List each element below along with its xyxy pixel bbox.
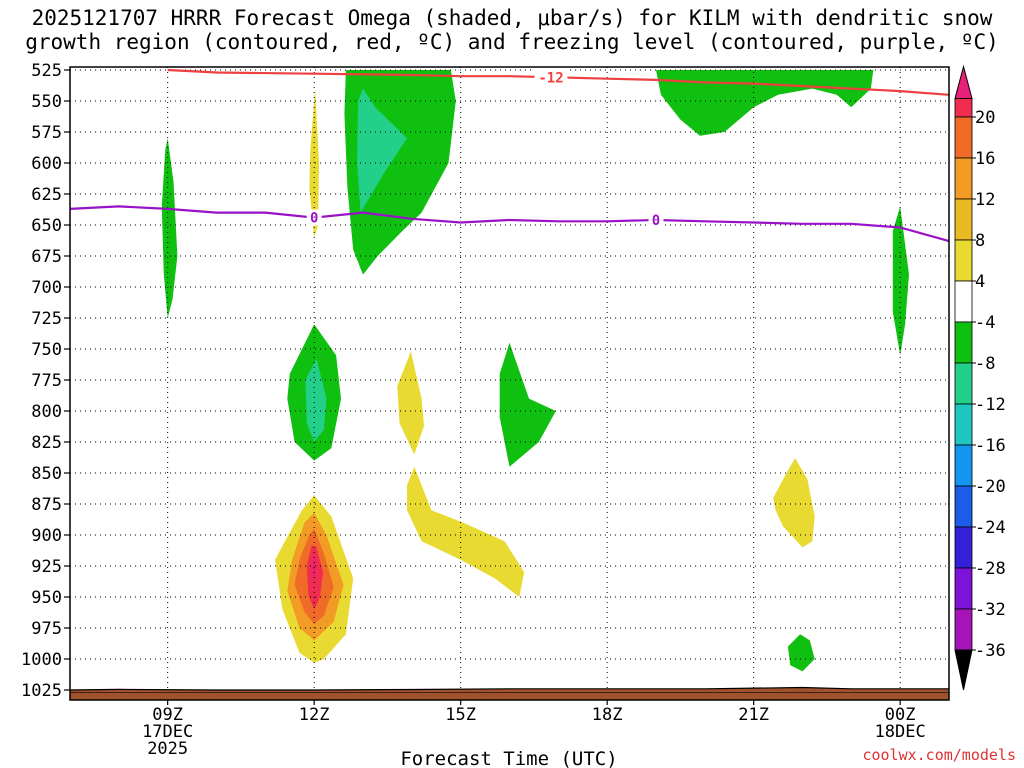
colorbar-label-11: -28 bbox=[975, 559, 1006, 579]
colorbar-label-6: -8 bbox=[975, 354, 995, 374]
y-tick-label-625: 625 bbox=[31, 185, 62, 205]
omega-region-green-00z-mid bbox=[892, 206, 909, 356]
x-axis-label: Forecast Time (UTC) bbox=[400, 748, 617, 768]
colorbar-label-3: 8 bbox=[975, 231, 985, 251]
title-line-1: 2025121707 HRRR Forecast Omega (shaded, … bbox=[31, 6, 993, 30]
x-tick-label-00Z: 00Z bbox=[885, 705, 916, 725]
colorbar-swatch-0 bbox=[954, 98, 973, 118]
y-tick-label-925: 925 bbox=[31, 557, 62, 577]
dendritic-growth-label-bg bbox=[534, 69, 568, 86]
y-tick-label-950: 950 bbox=[31, 588, 62, 608]
omega-region-green-16z-mid bbox=[499, 342, 556, 467]
colorbar-bottom-arrow bbox=[954, 649, 973, 691]
colorbar-swatch-3 bbox=[954, 198, 973, 241]
colorbar-label-2: 12 bbox=[975, 190, 995, 210]
freezing-level-label-2-bg bbox=[648, 212, 664, 229]
colorbar-swatch-8 bbox=[954, 403, 973, 446]
y-tick-label-900: 900 bbox=[31, 526, 62, 546]
x-tick-label-15Z: 15Z bbox=[445, 705, 476, 725]
y-tick-label-1025: 1025 bbox=[21, 681, 62, 701]
y-tick-label-975: 975 bbox=[31, 619, 62, 639]
colorbar-label-4: 4 bbox=[975, 272, 985, 292]
colorbar-label-8: -16 bbox=[975, 436, 1006, 456]
chart-title: 2025121707 HRRR Forecast Omega (shaded, … bbox=[0, 6, 1024, 54]
omega-region-yellow-14z-lower bbox=[407, 466, 525, 597]
y-tick-label-700: 700 bbox=[31, 278, 62, 298]
colorbar-label-0: 20 bbox=[975, 108, 995, 128]
omega-region-teal-13z-upper bbox=[357, 88, 407, 213]
y-tick-label-650: 650 bbox=[31, 216, 62, 236]
y-tick-label-775: 775 bbox=[31, 371, 62, 391]
x-tick-label-18Z: 18Z bbox=[592, 705, 623, 725]
colorbar-label-13: -36 bbox=[975, 641, 1006, 661]
freezing-level-line bbox=[69, 205, 950, 243]
colorbar-top-arrow bbox=[954, 64, 973, 100]
x-tick-label-21Z: 21Z bbox=[738, 705, 769, 725]
colorbar-swatch-2 bbox=[954, 157, 973, 200]
freezing-level-label-1-bg bbox=[306, 209, 322, 226]
colorbar-swatch-11 bbox=[954, 526, 973, 569]
freezing-level-label-2: 0 bbox=[652, 213, 660, 229]
y-tick-label-750: 750 bbox=[31, 340, 62, 360]
x-tick-date-00Z: 18DEC bbox=[875, 722, 926, 742]
colorbar-label-9: -20 bbox=[975, 477, 1006, 497]
colorbar-label-7: -12 bbox=[975, 395, 1006, 415]
terrain-layer bbox=[69, 686, 949, 700]
y-axis: 525 550 575 600 625 650 675 700 725 750 775 800 825 8… bbox=[21, 61, 70, 701]
colorbar-label-1: 16 bbox=[975, 149, 995, 169]
y-tick-label-850: 850 bbox=[31, 464, 62, 484]
y-tick-label-525: 525 bbox=[31, 61, 62, 81]
contour-lines-layer: 0 0 -12 bbox=[69, 68, 950, 243]
terrain-outline bbox=[69, 686, 949, 691]
colorbar-swatch-13 bbox=[954, 608, 973, 651]
y-tick-label-575: 575 bbox=[31, 123, 62, 143]
y-tick-label-550: 550 bbox=[31, 92, 62, 112]
colorbar-swatch-7 bbox=[954, 362, 973, 405]
y-tick-label-875: 875 bbox=[31, 495, 62, 515]
y-tick-label-600: 600 bbox=[31, 154, 62, 174]
y-tick-label-825: 825 bbox=[31, 433, 62, 453]
colorbar-swatch-9 bbox=[954, 444, 973, 487]
colorbar-label-5: -4 bbox=[975, 313, 995, 333]
x-tick-label-12Z: 12Z bbox=[299, 705, 330, 725]
dendritic-growth-label: -12 bbox=[538, 70, 563, 86]
colorbar: 20 16 12 8 4 -4 -8 -12 -16 -20 -24 -28 -32 -36 bbox=[954, 64, 1006, 691]
terrain-surface bbox=[70, 687, 949, 700]
omega-region-green-22z-lower bbox=[787, 634, 815, 672]
y-tick-label-800: 800 bbox=[31, 402, 62, 422]
plot-frame bbox=[69, 66, 950, 701]
dendritic-growth-line bbox=[167, 68, 950, 96]
omega-region-green-09z bbox=[161, 138, 178, 318]
colorbar-label-10: -24 bbox=[975, 518, 1006, 538]
y-tick-label-1000: 1000 bbox=[21, 650, 62, 670]
terrain-texture bbox=[70, 692, 949, 693]
title-line-2: growth region (contoured, red, ºC) and f… bbox=[25, 30, 999, 54]
colorbar-swatch-1 bbox=[954, 116, 973, 159]
colorbar-swatch-6 bbox=[954, 321, 973, 364]
colorbar-swatch-5 bbox=[954, 280, 973, 323]
colorbar-label-12: -32 bbox=[975, 600, 1006, 620]
x-tick-date-09Z: 17DEC bbox=[142, 722, 193, 742]
credit-text: coolwx.com/models bbox=[862, 746, 1016, 764]
x-tick-year-09Z: 2025 bbox=[147, 739, 188, 759]
freezing-level-label-1: 0 bbox=[310, 211, 318, 227]
grid-layer bbox=[70, 67, 949, 700]
omega-region-yellow-14z-mid bbox=[397, 351, 424, 455]
x-tick-label-09Z: 09Z bbox=[152, 705, 183, 725]
y-tick-label-675: 675 bbox=[31, 247, 62, 267]
colorbar-swatch-4 bbox=[954, 239, 973, 282]
omega-region-yellow-22z bbox=[773, 458, 815, 548]
y-tick-label-725: 725 bbox=[31, 309, 62, 329]
colorbar-swatch-12 bbox=[954, 567, 973, 610]
colorbar-swatch-10 bbox=[954, 485, 973, 528]
